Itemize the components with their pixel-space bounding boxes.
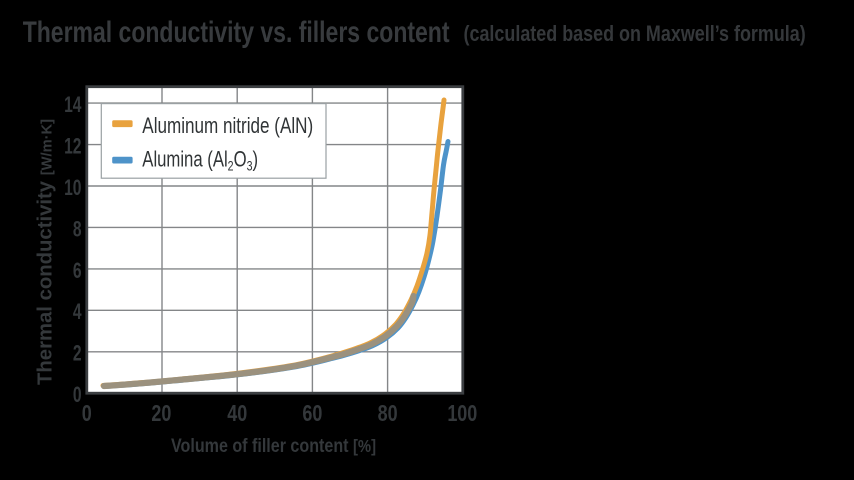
svg-text:Alumina (Al2O3): Alumina (Al2O3) <box>142 148 258 175</box>
svg-text:(calculated based on Maxwell’s: (calculated based on Maxwell’s formula) <box>464 22 806 46</box>
svg-text:80: 80 <box>378 401 398 427</box>
svg-text:6: 6 <box>73 259 82 283</box>
svg-text:2: 2 <box>73 342 82 366</box>
svg-text:10: 10 <box>64 176 81 200</box>
svg-text:20: 20 <box>151 401 171 427</box>
svg-text:Thermal conductivity vs. fille: Thermal conductivity vs. fillers content <box>23 15 450 49</box>
svg-text:60: 60 <box>302 401 322 427</box>
svg-text:Volume of filler content [%]: Volume of filler content [%] <box>171 435 376 457</box>
svg-text:14: 14 <box>64 94 82 118</box>
svg-text:12: 12 <box>64 135 81 159</box>
svg-text:100: 100 <box>447 401 477 427</box>
svg-text:40: 40 <box>227 401 247 427</box>
svg-text:0: 0 <box>73 384 82 408</box>
svg-text:Thermal conductivity [W/m·K]: Thermal conductivity [W/m·K] <box>35 119 57 385</box>
svg-text:Aluminum nitride (AlN): Aluminum nitride (AlN) <box>142 114 313 139</box>
svg-text:8: 8 <box>73 218 82 242</box>
svg-text:4: 4 <box>73 301 82 325</box>
svg-text:0: 0 <box>82 401 92 427</box>
